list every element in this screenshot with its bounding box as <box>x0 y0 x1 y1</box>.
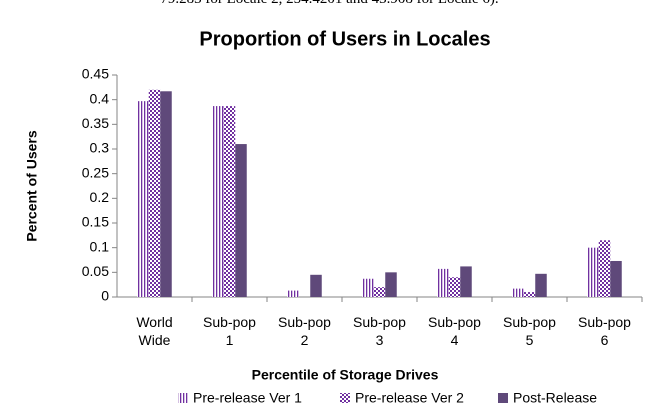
legend-label: Post-Release <box>513 390 597 406</box>
x-tick-label: Sub-pop 3 <box>353 314 406 348</box>
bar <box>448 277 461 297</box>
bar <box>373 287 386 297</box>
bar <box>523 292 536 297</box>
legend-label: Pre-release Ver 1 <box>193 390 302 406</box>
bar <box>160 91 172 297</box>
chart-title: Proportion of Users in Locales <box>199 28 490 50</box>
legend-label: Pre-release Ver 2 <box>355 390 464 406</box>
legend-swatch <box>498 393 508 403</box>
bar <box>310 274 322 297</box>
x-tick-label: World Wide <box>136 314 173 348</box>
bar <box>460 266 472 297</box>
bar <box>287 290 299 297</box>
bar <box>148 89 161 297</box>
bar <box>212 106 224 297</box>
legend-swatch <box>340 393 350 403</box>
bar <box>223 106 236 297</box>
bar <box>385 272 397 297</box>
y-tick-label: 0.25 <box>82 164 109 180</box>
bar <box>598 240 611 297</box>
y-tick-label: 0.1 <box>90 238 110 254</box>
x-tick-label: Sub-pop 1 <box>203 314 256 348</box>
y-tick-label: 0.45 <box>82 66 109 82</box>
bar <box>362 278 374 297</box>
bar <box>437 268 449 297</box>
y-tick-label: 0.05 <box>82 263 109 279</box>
bar <box>587 247 599 297</box>
bar <box>512 288 524 297</box>
legend-swatch <box>178 393 188 403</box>
bar <box>137 101 149 297</box>
x-tick-label: Sub-pop 4 <box>428 314 481 348</box>
y-tick-label: 0.15 <box>82 214 109 230</box>
y-tick-label: 0 <box>101 288 109 304</box>
y-tick-label: 0.3 <box>90 140 110 156</box>
x-axis-label: Percentile of Storage Drives <box>252 367 439 383</box>
x-tick-label: Sub-pop 2 <box>278 314 331 348</box>
y-tick-label: 0.4 <box>90 90 110 106</box>
x-tick-label: Sub-pop 6 <box>578 314 631 348</box>
cropped-note: 79.283 for Locale 2, 254.4201 and 43.908… <box>0 0 659 8</box>
bar <box>235 144 247 297</box>
bar <box>610 260 622 297</box>
y-tick-label: 0.35 <box>82 115 109 131</box>
y-tick-label: 0.2 <box>90 189 110 205</box>
bar <box>535 273 547 297</box>
x-tick-label: Sub-pop 5 <box>503 314 556 348</box>
y-axis-label: Percent of Users <box>24 130 40 241</box>
